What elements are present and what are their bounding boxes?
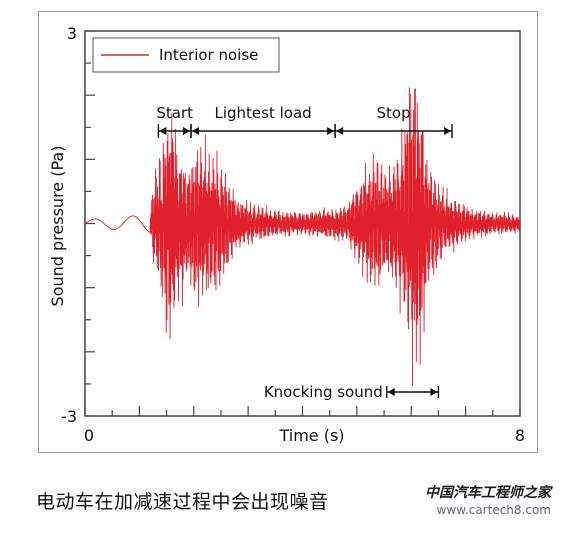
watermark: 中国汽车工程师之家 www.cartech8.com <box>425 482 551 517</box>
watermark-url: www.cartech8.com <box>436 503 551 517</box>
chart-frame: Interior noise Start Lightest load Stop Kno… <box>38 11 538 453</box>
y-tick-label-bottom: -3 <box>61 407 77 426</box>
x-tick-label-end: 8 <box>515 426 525 445</box>
y-axis-title: Sound pressure (Pa) <box>48 146 67 307</box>
sound-pressure-chart: Interior noise Start Lightest load Stop Kno… <box>48 24 525 445</box>
phase-arrowhead <box>192 127 200 135</box>
phase-label: Stop <box>377 104 411 122</box>
phase-arrowhead <box>444 127 452 135</box>
legend: Interior noise <box>92 37 280 73</box>
phase-arrowhead <box>327 127 335 135</box>
figure-caption: 电动车在加减速过程中会出现噪音 <box>36 491 329 513</box>
x-tick-label-start: 0 <box>84 426 94 445</box>
watermark-title: 中国汽车工程师之家 <box>425 485 551 501</box>
axis-ticks <box>84 30 521 417</box>
phase-arrowhead <box>336 127 344 135</box>
knocking-arrowhead <box>430 388 438 396</box>
legend-label-interior-noise: Interior noise <box>159 46 258 64</box>
signal-trace <box>84 87 521 387</box>
phase-label: Start <box>156 104 193 122</box>
phase-arrowhead <box>183 127 191 135</box>
knocking-arrowhead <box>387 388 395 396</box>
phase-label: Lightest load <box>214 104 311 122</box>
y-tick-label-top: 3 <box>67 24 77 43</box>
signal-series <box>84 87 521 387</box>
x-axis-title: Time (s) <box>278 426 344 445</box>
phase-arrowhead <box>159 127 167 135</box>
knocking-label: Knocking sound <box>264 383 383 401</box>
phase-annotations: Start Lightest load Stop Knocking sound <box>156 104 453 401</box>
